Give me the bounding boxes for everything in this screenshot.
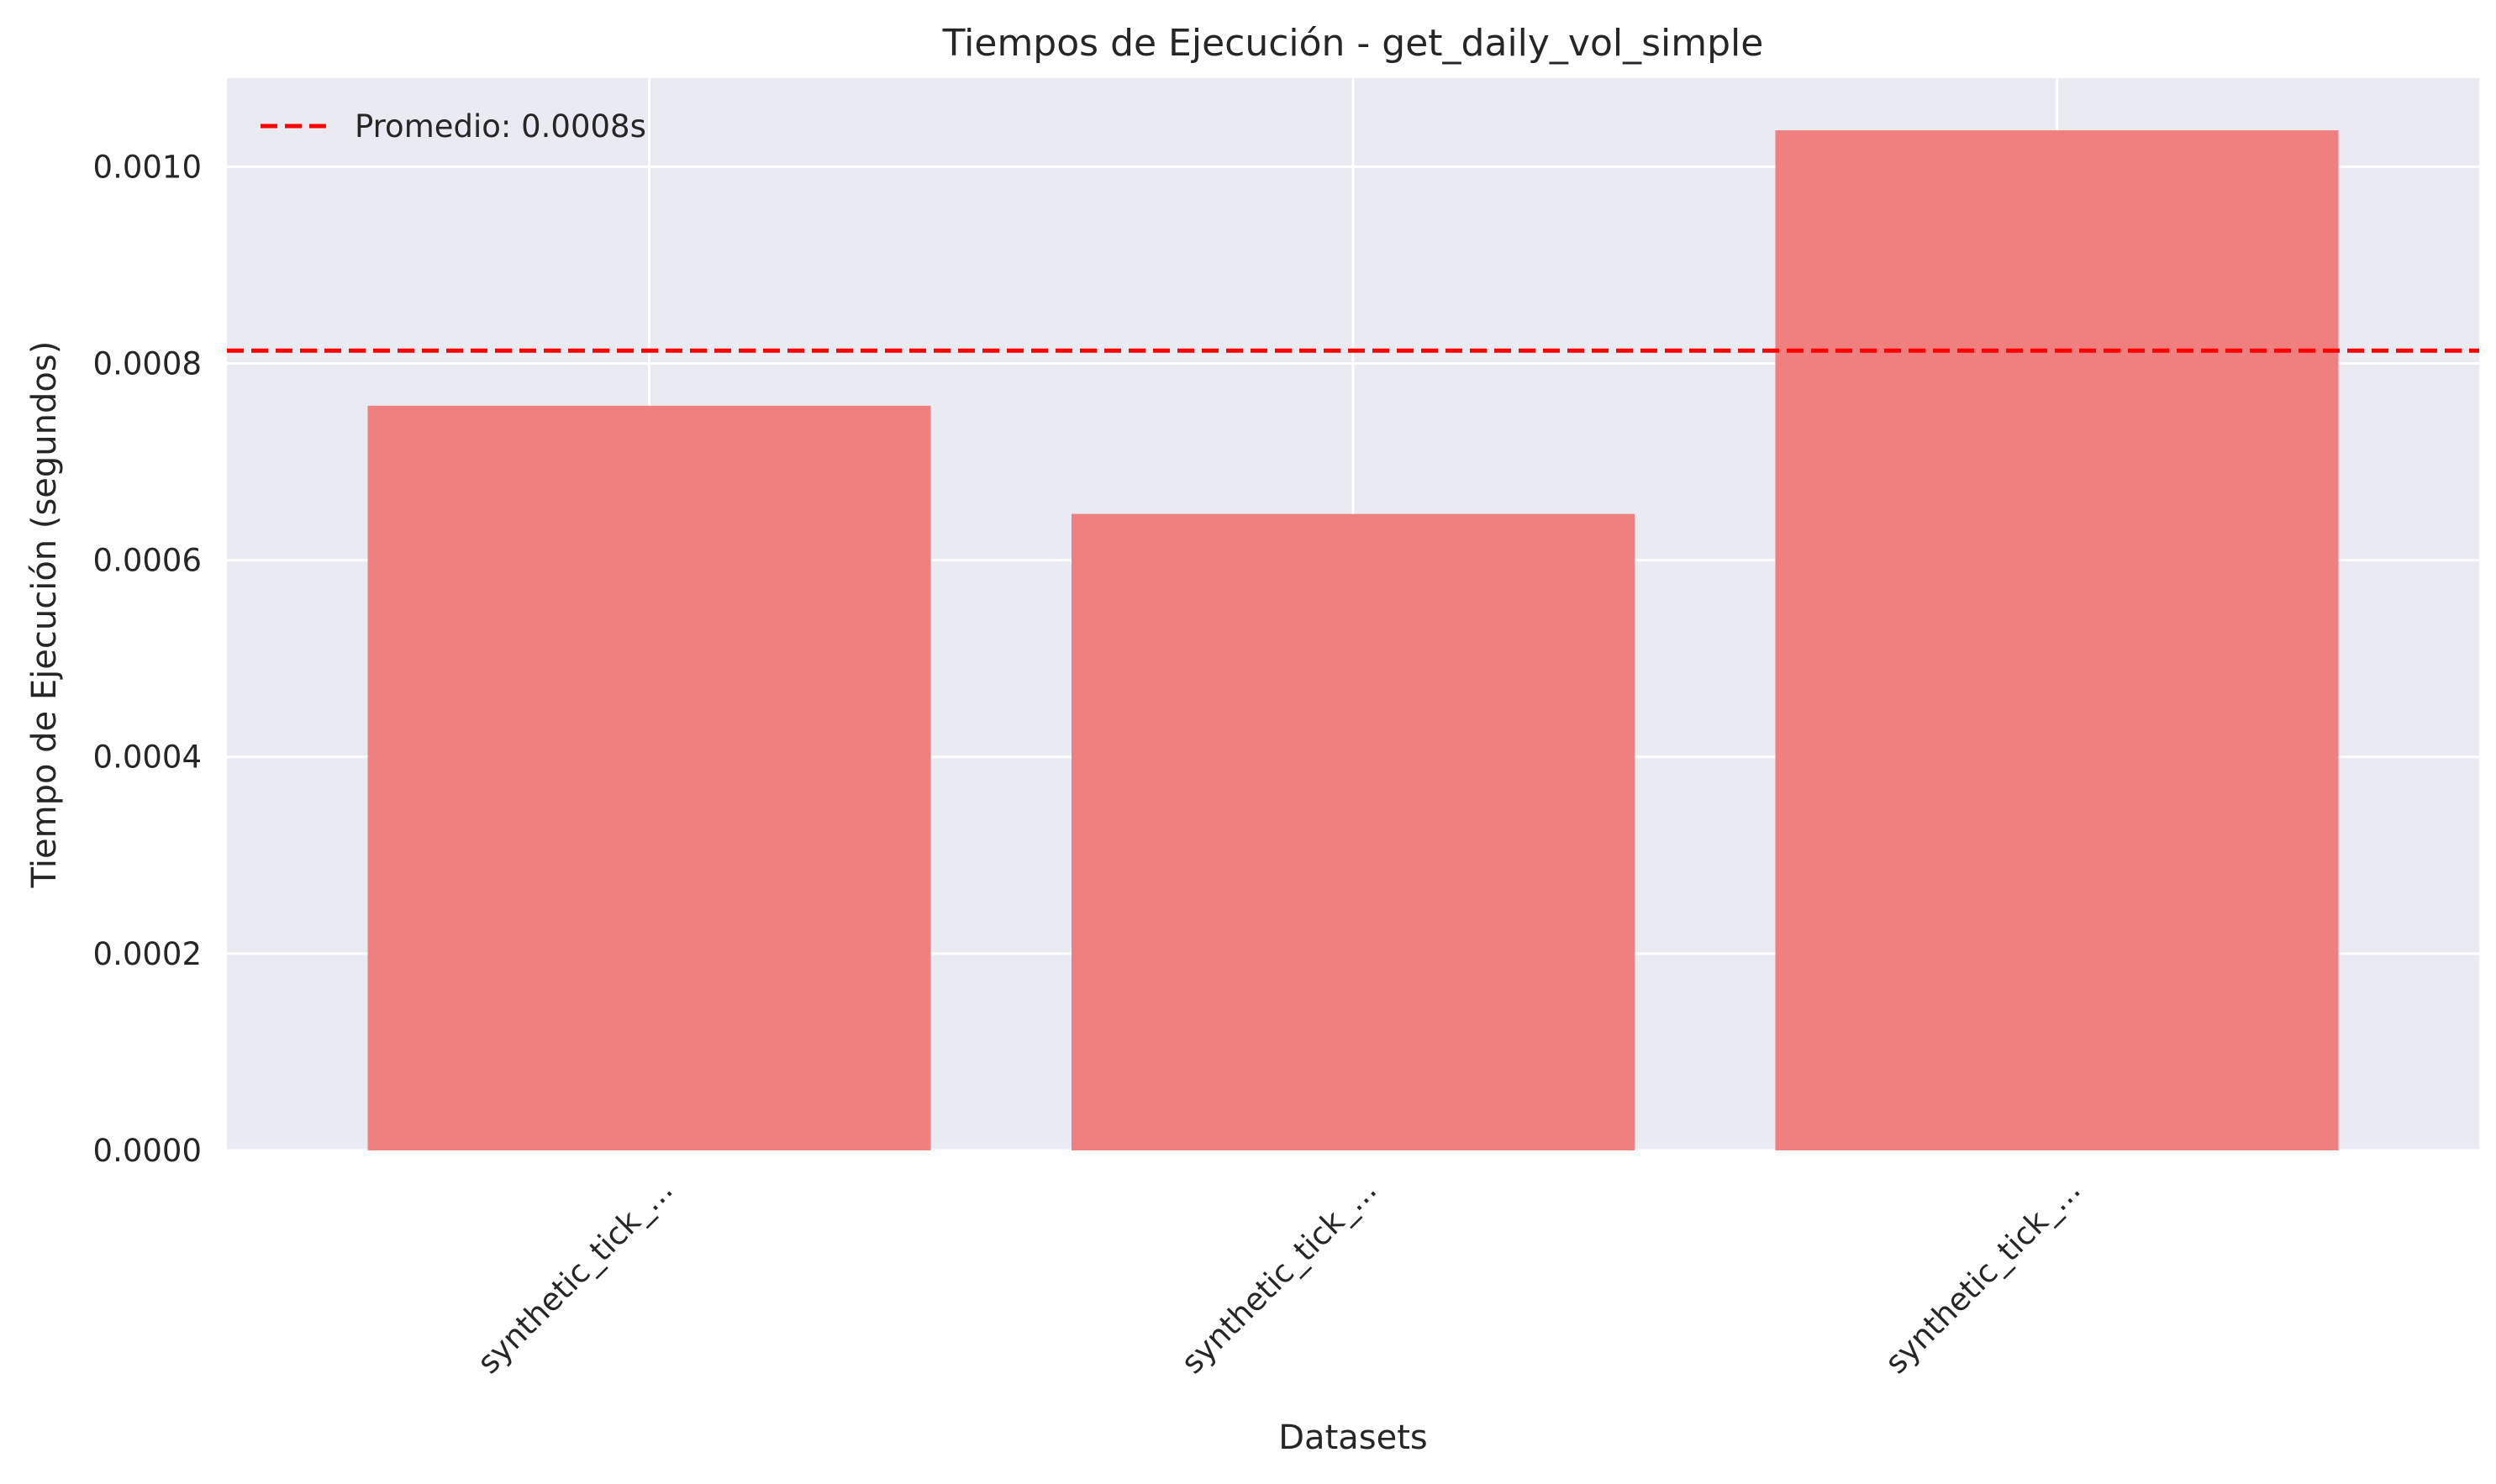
y-tick-label: 0.0004: [93, 739, 202, 776]
y-tick-label: 0.0006: [93, 543, 202, 579]
y-axis-label: Tiempo de Ejecución (segundos): [25, 341, 64, 889]
bar: [1775, 130, 2339, 1150]
bar: [367, 405, 931, 1150]
y-tick-label: 0.0008: [93, 345, 202, 382]
legend-label: Promedio: 0.0008s: [355, 108, 646, 145]
bars: [367, 130, 2339, 1150]
y-tick-label: 0.0010: [93, 149, 202, 185]
chart-title: Tiempos de Ejecución - get_daily_vol_sim…: [942, 22, 1764, 65]
legend: Promedio: 0.0008s: [261, 108, 646, 145]
bar: [1072, 513, 1635, 1150]
y-tick-label: 0.0000: [93, 1133, 202, 1169]
y-tick-label: 0.0002: [93, 936, 202, 972]
x-axis-label: Datasets: [1278, 1418, 1427, 1457]
y-axis-ticks: 0.0000 0.0002 0.0004 0.0006 0.0008 0.0010: [93, 149, 202, 1169]
